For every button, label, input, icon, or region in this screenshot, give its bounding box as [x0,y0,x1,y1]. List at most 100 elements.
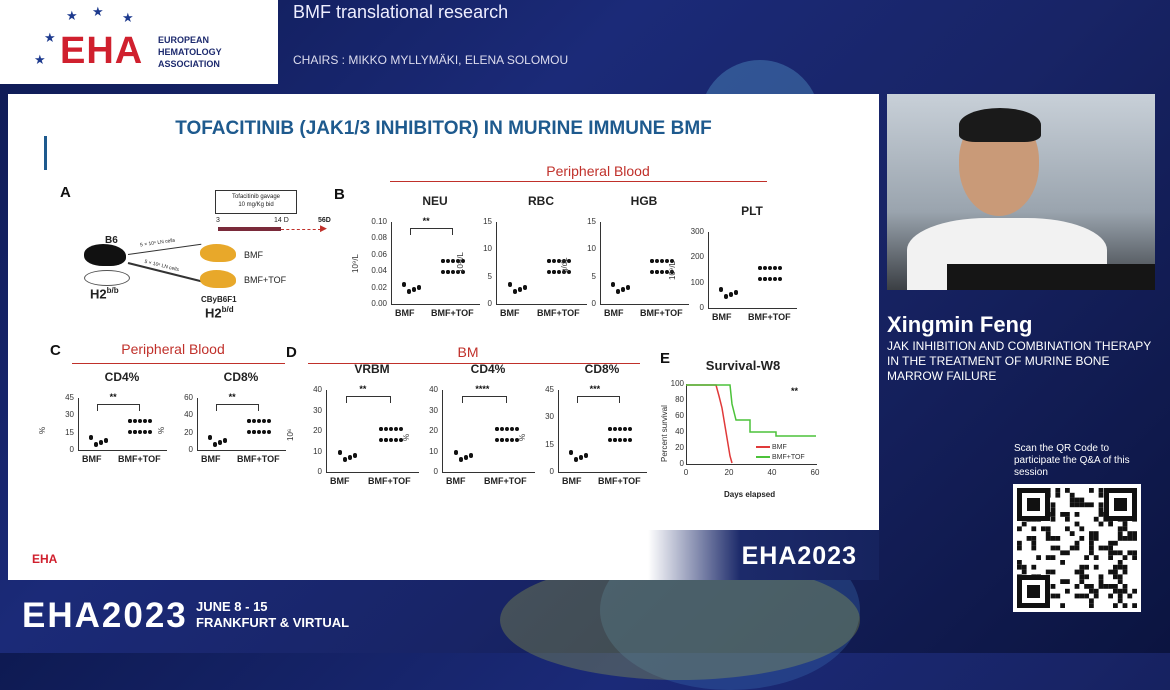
qr-module [1108,593,1113,599]
plot-axes [197,398,286,451]
panel-e-title: Survival-W8 [705,358,781,373]
cells-label-1: 5 × 10⁶ LN cells [139,237,176,249]
data-point [378,427,383,432]
data-point [772,265,777,270]
axis-tick: 100 [670,379,684,388]
panel-d-label: D [286,344,297,361]
significance-bracket [346,396,391,403]
qr-module [1113,564,1118,570]
qr-module [1060,560,1065,565]
qr-module [1122,584,1128,589]
qr-module [1117,574,1123,580]
data-point [454,450,459,455]
qr-module [1113,569,1118,575]
data-point [664,259,669,264]
data-point [261,429,266,434]
qr-module [1065,516,1070,522]
data-point [611,282,616,287]
panel-d-header: BM [457,344,479,360]
axis-tick: 0 [549,467,554,476]
qr-module [1132,588,1137,594]
axis-ylabel: 10¹²/L [456,252,465,273]
data-point [552,259,557,264]
qr-module [1069,531,1075,536]
qr-module [1060,579,1065,584]
group-tof-label: BMF+TOF [244,275,287,285]
qr-module [1127,593,1133,599]
data-point [378,438,383,443]
qr-module [1045,531,1051,536]
plot-title: NEU [422,194,448,208]
axis-tick: 5 [487,271,492,281]
plot-title: CD8% [584,362,620,376]
qr-module [1117,560,1123,565]
data-point [547,270,552,275]
qr-module [1079,502,1085,508]
data-point [142,418,147,423]
significance-marker: ** [109,392,117,402]
donor-h2: H2b/b [90,286,119,302]
axis-tick: 40 [184,410,193,420]
axis-tick: 10 [429,446,438,456]
data-point [517,287,522,292]
qr-module [1108,555,1113,560]
data-point [622,438,627,443]
data-point [383,427,388,432]
panel-b-label: B [334,186,345,203]
data-point [417,285,422,290]
plot-title: CD4% [104,370,140,384]
data-point [393,438,398,443]
qr-module [1132,555,1137,560]
data-point [499,438,504,443]
data-point [504,427,509,432]
eha-logo-subtitle: EUROPEAN HEMATOLOGY ASSOCIATION [158,35,222,69]
qr-module [1021,569,1027,575]
qr-module [1074,497,1080,503]
data-point [504,438,509,443]
data-point [649,270,654,275]
data-point [654,259,659,264]
qr-code[interactable] [1013,484,1141,612]
data-point [514,438,519,443]
data-point [612,438,617,443]
axis-ylabel: g/dL [560,257,569,273]
plot-axes [442,390,535,473]
qr-module [1089,540,1094,546]
data-point [137,418,142,423]
category-bmf: BMF [562,476,582,486]
axis-tick: 30 [429,405,438,415]
category-tof: BMF+TOF [237,454,280,464]
data-point [767,276,772,281]
qr-module [1050,545,1056,551]
data-point [617,438,622,443]
data-point [494,427,499,432]
qr-module [1098,584,1104,589]
data-point [261,418,266,423]
panel-c-label: C [50,342,61,359]
data-point [557,270,562,275]
data-point [338,450,343,455]
data-point [213,442,218,447]
axis-tick: 40 [313,385,322,394]
qr-module [1036,555,1041,560]
star-icon: ★ [34,52,46,67]
category-bmf: BMF [446,476,466,486]
recipient-mouse-icon [200,244,236,262]
data-point [343,457,348,462]
category-bmf: BMF [500,308,520,318]
eha-logo-box: ★ ★ ★ ★ ★ EHA EUROPEAN HEMATOLOGY ASSOCI… [0,0,278,84]
axis-tick: 20 [313,426,322,435]
data-point [464,455,469,460]
data-point [142,429,147,434]
qr-module [1113,584,1118,589]
data-point [757,265,762,270]
qr-instructions: Scan the QR Code to participate the Q&A … [1014,443,1130,478]
qr-module [1098,488,1104,493]
axis-tick: 0 [317,467,322,476]
qr-module [1113,540,1118,546]
qr-module [1089,502,1094,508]
data-point [256,418,261,423]
speaker-video [887,94,1155,290]
axis-tick: 15 [587,217,596,226]
data-point [445,259,450,264]
